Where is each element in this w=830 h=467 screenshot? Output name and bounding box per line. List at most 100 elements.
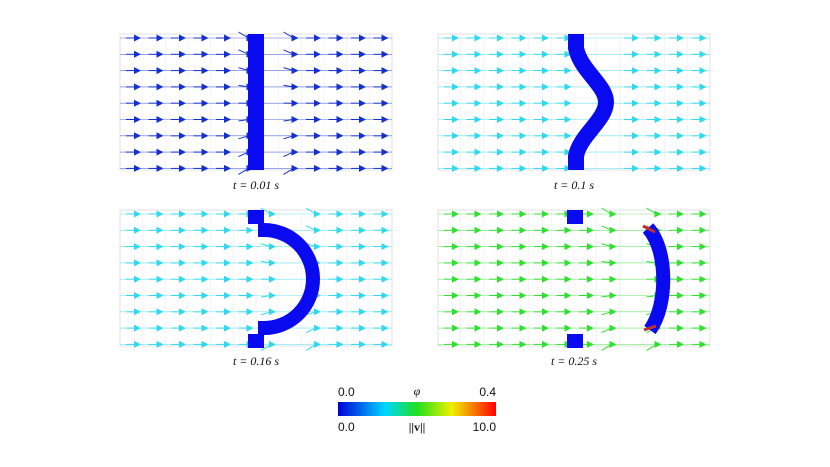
arrow-head [179, 308, 186, 316]
arrow-head [134, 50, 141, 58]
arrow-head [224, 292, 231, 299]
arrow-head [564, 308, 572, 316]
arrow-head [519, 99, 527, 107]
arrow-head [474, 243, 482, 251]
arrow-head [201, 243, 209, 251]
arrow-head [336, 292, 344, 299]
arrow-head [179, 99, 186, 107]
arrow-head [699, 226, 707, 234]
arrow-head [156, 34, 164, 42]
arrow-head [699, 340, 707, 348]
arrow-head [677, 226, 684, 234]
arrow-head [452, 132, 459, 140]
arrow-head [542, 116, 549, 123]
arrow-head [246, 308, 254, 316]
arrow-head [179, 67, 186, 75]
arrow-head [654, 210, 662, 218]
arrow-head [134, 132, 141, 140]
arrow-head [381, 324, 389, 332]
arrow-head [134, 243, 141, 251]
arrow-head [201, 324, 209, 332]
arrow-head [497, 308, 504, 316]
arrow-head [677, 67, 684, 75]
arrow-head [291, 164, 299, 172]
arrow-head [632, 50, 639, 58]
arrow-head [269, 210, 276, 218]
arrow-head [224, 275, 231, 283]
arrow-head [291, 50, 299, 58]
arrow-head [677, 83, 684, 91]
arrow-head [156, 83, 164, 91]
arrow-head [201, 132, 209, 140]
arrow-head [564, 243, 572, 251]
arrow-head [381, 148, 389, 156]
arrow-head [519, 164, 527, 172]
arrow-head [677, 132, 684, 140]
arrow-head [134, 292, 141, 299]
arrow-head [224, 50, 231, 58]
arrow-head [291, 67, 299, 75]
arrow-head [179, 83, 186, 91]
arrow-head [359, 50, 366, 58]
colorbar-label: ||v|| [409, 420, 426, 434]
arrow-head [381, 132, 389, 140]
arrow-head [381, 340, 389, 348]
arrow-head [474, 83, 482, 91]
arrow-head [699, 259, 707, 267]
arrow-head [474, 275, 482, 283]
arrow-head [609, 259, 617, 267]
arrow-head [677, 34, 684, 42]
arrow-head [474, 34, 482, 42]
arrow-head [474, 340, 482, 348]
arrow-head [452, 99, 459, 107]
arrow-head [474, 132, 482, 140]
arrow-head [134, 210, 141, 218]
arrow-head [314, 99, 321, 107]
arrow-head [156, 164, 164, 172]
arrow-head [519, 259, 527, 267]
arrow-head [359, 132, 366, 140]
arrow-head [224, 324, 231, 332]
arrow-head [519, 148, 527, 156]
arrow-head [179, 148, 186, 156]
arrow-head [542, 99, 549, 107]
arrow-head [314, 83, 321, 91]
arrow-head [519, 275, 527, 283]
arrow-head [156, 50, 164, 58]
arrow-head [632, 148, 639, 156]
arrow-head [497, 116, 504, 123]
arrow-head [587, 259, 594, 267]
arrow-head [699, 308, 707, 316]
arrow-head [699, 164, 707, 172]
arrow-head [587, 292, 594, 299]
arrow-head [564, 99, 572, 107]
arrow-head [336, 275, 344, 283]
arrow-head [497, 226, 504, 234]
arrow-head [224, 99, 231, 107]
arrow-head [314, 243, 321, 251]
arrow-head [381, 50, 389, 58]
arrow-head [336, 259, 344, 267]
arrow-head [519, 243, 527, 251]
arrow-head [564, 292, 572, 299]
arrow-head [156, 324, 164, 332]
arrow-head [654, 116, 662, 123]
arrow-head [497, 292, 504, 299]
arrow-head [564, 226, 572, 234]
arrow-head [452, 226, 459, 234]
arrow-head [497, 132, 504, 140]
arrow-head [519, 210, 527, 218]
arrow-head [452, 210, 459, 218]
arrow-head [224, 132, 231, 140]
arrow-head [542, 292, 549, 299]
arrow-head [542, 243, 549, 251]
arrow-head [474, 164, 482, 172]
arrow-head [134, 34, 141, 42]
arrow-head [654, 99, 662, 107]
arrow-head [452, 116, 459, 123]
arrow-head [381, 116, 389, 123]
arrow-head [134, 275, 141, 283]
arrow-head [359, 243, 366, 251]
arrow-head [179, 275, 186, 283]
arrow-head [246, 259, 254, 267]
